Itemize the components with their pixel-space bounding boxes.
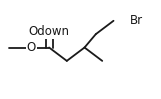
Text: Odown: Odown [29,25,70,38]
Text: Br: Br [129,14,143,27]
Text: O: O [27,41,36,54]
